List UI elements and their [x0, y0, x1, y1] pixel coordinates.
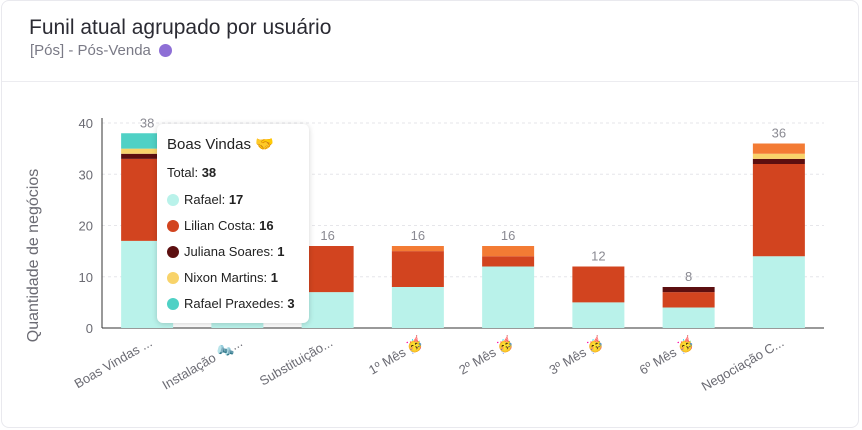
- legend-swatch: [167, 271, 179, 284]
- tooltip-row-label: Juliana Soares:: [184, 244, 274, 259]
- bar-segment: [752, 256, 805, 328]
- x-tick-label: Substituição...: [257, 335, 335, 389]
- bar-segment: [391, 246, 444, 252]
- bar-segment: [121, 148, 174, 154]
- bar-segment: [662, 307, 715, 328]
- bar-segment: [662, 287, 715, 293]
- tooltip-row-value: 1: [277, 244, 285, 259]
- y-axis-label: Quantidade de negócios: [25, 169, 42, 342]
- bar-total-label: 38: [140, 115, 154, 130]
- legend-swatch: [167, 219, 179, 232]
- bar-segment: [211, 322, 264, 328]
- legend-swatch: [167, 297, 179, 310]
- x-tick-label: 1º Mês 🥳: [365, 334, 425, 378]
- legend-swatch: [167, 245, 179, 258]
- tooltip-row-value: 16: [259, 218, 274, 233]
- bar-segment: [482, 246, 535, 257]
- bar-total-label: 8: [685, 269, 692, 284]
- page-title: Funil atual agrupado por usuário: [29, 16, 332, 39]
- card-header: Funil atual agrupado por usuário [Pós] -…: [2, 1, 858, 82]
- chart-tooltip: Boas Vindas 🤝 Total: 38 Rafael: 17 Lilia…: [157, 124, 309, 323]
- bar-total-label: 12: [591, 249, 605, 264]
- bar-total-label: 16: [320, 228, 334, 243]
- bar-segment: [301, 246, 354, 293]
- tooltip-total-value: 38: [201, 165, 217, 180]
- x-tick-label: Negociação C...: [699, 335, 787, 394]
- bar-segment: [752, 158, 805, 164]
- tooltip-row: Juliana Soares: 1: [167, 244, 284, 259]
- tooltip-row-label: Nixon Martins:: [184, 270, 268, 285]
- tooltip-row-label: Lilian Costa:: [184, 218, 256, 233]
- subtitle-text: [Pós] - Pós-Venda: [30, 42, 151, 59]
- pipeline-subtitle: [Pós] - Pós-Venda: [30, 42, 172, 59]
- tooltip-title: Boas Vindas 🤝: [167, 136, 274, 153]
- tooltip-row: Rafael Praxedes: 3: [167, 296, 295, 311]
- tooltip-row-value: 1: [270, 270, 278, 285]
- tooltip-row: Nixon Martins: 1: [167, 270, 278, 285]
- bar-segment: [572, 302, 625, 328]
- bar-segment: [482, 256, 535, 267]
- tooltip-row-label: Rafael:: [184, 192, 226, 207]
- bar-segment: [752, 143, 805, 154]
- y-tick-label: 30: [79, 167, 93, 182]
- bar-segment: [662, 292, 715, 308]
- y-tick-label: 0: [86, 321, 93, 336]
- tooltip-row-value: 17: [228, 192, 244, 207]
- x-tick-label: Instalação 🔩...: [160, 335, 245, 393]
- legend-swatch: [167, 193, 179, 206]
- x-tick-label: 2º Mês 🥳: [456, 334, 516, 378]
- bar-segment: [301, 292, 354, 328]
- tooltip-row-value: 3: [287, 296, 295, 311]
- bar-segment: [752, 164, 805, 257]
- tooltip-row-label: Rafael Praxedes:: [184, 296, 284, 311]
- tooltip-total: Total: 38: [167, 165, 216, 180]
- pipeline-color-dot: [158, 44, 172, 57]
- bar-total-label: 16: [411, 228, 425, 243]
- y-tick-label: 20: [79, 219, 93, 234]
- bar-segment: [752, 153, 805, 159]
- x-tick-label: 3º Mês 🥳: [546, 334, 606, 378]
- x-tick-label: Boas Vindas ...: [72, 335, 155, 392]
- bar-total-label: 36: [772, 126, 786, 141]
- bar-total-label: 16: [501, 228, 515, 243]
- bar-segment: [391, 251, 444, 287]
- bar-segment: [482, 266, 535, 328]
- bar-segment: [572, 266, 625, 303]
- tooltip-total-label: Total:: [167, 165, 199, 180]
- tooltip-row: Lilian Costa: 16: [167, 218, 274, 233]
- x-tick-label: 6º Mês 🥳: [636, 334, 696, 378]
- y-tick-label: 40: [79, 116, 93, 131]
- tooltip-row: Rafael: 17: [167, 192, 243, 207]
- bar-segment: [121, 153, 174, 159]
- y-tick-label: 10: [79, 270, 93, 285]
- bar-segment: [391, 287, 444, 328]
